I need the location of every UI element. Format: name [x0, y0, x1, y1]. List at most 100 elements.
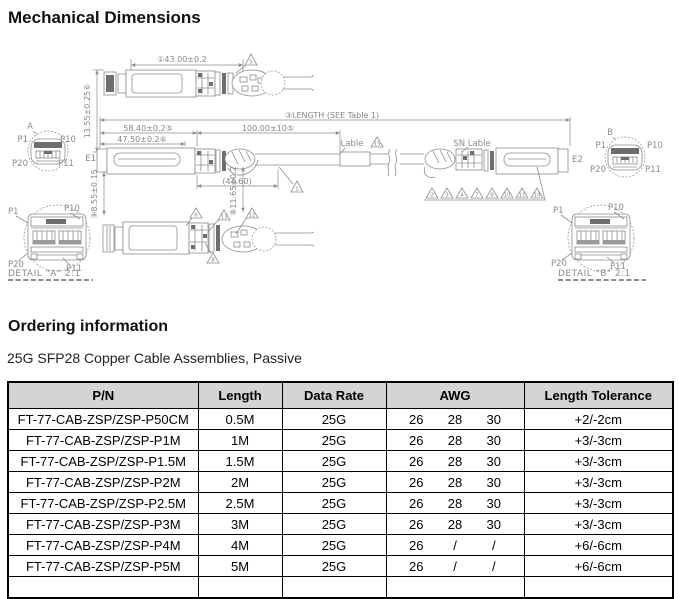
cell-tolerance: +3/-3cm: [523, 471, 674, 493]
cell-awg: 26 / /: [385, 534, 525, 556]
mechanical-drawing: ①43.00±0.2 5 13.55±0.25⑥: [8, 53, 663, 281]
dim-100: 100.00±10⑤: [242, 124, 294, 133]
table-row: [7, 576, 674, 599]
cell-tolerance: [523, 576, 674, 599]
awg-value: 28: [447, 432, 463, 448]
top-side-view: ①43.00±0.2 5 13.55±0.25⑥: [83, 53, 315, 153]
detail-a-large: P1 P10 P20 P11 DETAIL "A" 2:1: [8, 204, 93, 281]
callout-5: 5: [249, 60, 253, 66]
cell-length: 4M: [197, 534, 283, 556]
cell-length: 2.5M: [197, 492, 283, 514]
cell-awg: 26 28 30: [385, 408, 525, 430]
callout-15: 15: [374, 142, 381, 148]
cell-length: 5M: [197, 555, 283, 577]
dim-connector-width: ①43.00±0.2: [157, 55, 207, 64]
callout-1: 1: [295, 187, 299, 193]
cell-awg: 26 / /: [385, 555, 525, 577]
cell-pn: FT-77-CAB-ZSP/ZSP-P4M: [7, 534, 199, 556]
cell-length: 3M: [197, 513, 283, 535]
callout-12: 12: [249, 213, 256, 219]
pin-label-p11: P11: [66, 264, 82, 274]
cell-pn: FT-77-CAB-ZSP/ZSP-P2.5M: [7, 492, 199, 514]
dim-connector-height: 13.55±0.25⑥: [83, 84, 92, 139]
cell-tolerance: +3/-3cm: [523, 513, 674, 535]
pin-label-p1: P1: [8, 207, 19, 217]
awg-value: /: [453, 537, 457, 553]
pin-label-p10: P10: [64, 204, 80, 214]
awg-value: 26: [409, 453, 424, 469]
awg-value: 26: [409, 432, 424, 448]
table-header-row: P/N Length Data Rate AWG Length Toleranc…: [7, 381, 674, 409]
cell-pn: FT-77-CAB-ZSP/ZSP-P3M: [7, 513, 199, 535]
awg-value: 30: [486, 495, 501, 511]
cell-length: 1M: [197, 429, 283, 451]
awg-value: 26: [409, 537, 424, 553]
cell-awg: [385, 576, 525, 599]
cell-data-rate: 25G: [281, 534, 387, 556]
detail-a-small: A P1 P10 P20 P11: [12, 122, 76, 172]
cell-tolerance: +3/-3cm: [523, 450, 674, 472]
table-row: FT-77-CAB-ZSP/ZSP-P2.5M 2.5M 25G 26 28 30 …: [7, 492, 674, 514]
dim-1165: ⑧11.65±0.2: [229, 166, 238, 216]
label-cable: Lable: [341, 139, 364, 149]
awg-value: 28: [447, 474, 463, 490]
cell-awg: 26 28 30: [385, 450, 525, 472]
cell-tolerance: +3/-3cm: [523, 492, 674, 514]
detail-b-large: P1 P10 P20 P11 DETAIL "B" 2:1: [551, 203, 646, 281]
ordering-table: P/N Length Data Rate AWG Length Toleranc…: [7, 381, 674, 599]
col-header-awg: AWG: [385, 381, 525, 409]
pin-label-p20: P20: [8, 260, 24, 270]
pin-label-p1: P1: [553, 206, 564, 216]
detail-b-title: DETAIL "B" 2:1: [558, 269, 631, 279]
cell-tolerance: +6/-6cm: [523, 534, 674, 556]
cell-data-rate: 25G: [281, 492, 387, 514]
cell-pn: [7, 576, 199, 599]
pin-label-p11: P11: [645, 165, 661, 175]
cell-awg: 26 28 30: [385, 492, 525, 514]
table-row: FT-77-CAB-ZSP/ZSP-P2M 2M 25G 26 28 30 +3/-…: [7, 471, 674, 493]
awg-value: 28: [447, 495, 463, 511]
awg-value: 26: [409, 495, 424, 511]
callout-14: 14: [534, 193, 541, 199]
label-sn: SN Lable: [453, 139, 490, 149]
cell-pn: FT-77-CAB-ZSP/ZSP-P1M: [7, 429, 199, 451]
cell-length: 2M: [197, 471, 283, 493]
callout-row: 2 3 4 7 9 10 11 14: [424, 166, 546, 201]
callout-6: 6: [194, 213, 198, 219]
cell-awg: 26 28 30: [385, 513, 525, 535]
cell-tolerance: +2/-2cm: [523, 408, 674, 430]
pin-label-p10: P10: [608, 203, 624, 213]
bottom-top-view: 6 13 12 8: [102, 207, 315, 264]
cell-pn: FT-77-CAB-ZSP/ZSP-P50CM: [7, 408, 199, 430]
awg-value: 28: [447, 516, 463, 532]
cell-tolerance: +3/-3cm: [523, 429, 674, 451]
col-header-data-rate: Data Rate: [281, 381, 387, 409]
ordering-title: Ordering information: [8, 318, 168, 335]
label-e2: E2: [572, 155, 583, 165]
table-row: FT-77-CAB-ZSP/ZSP-P3M 3M 25G 26 28 30 +3/-…: [7, 513, 674, 535]
awg-value: 30: [486, 516, 501, 532]
table-row: FT-77-CAB-ZSP/ZSP-P1M 1M 25G 26 28 30 +3/-…: [7, 429, 674, 451]
awg-value: 26: [409, 558, 424, 574]
awg-value: 30: [486, 411, 501, 427]
callout-11: 11: [519, 193, 526, 199]
cell-data-rate: 25G: [281, 429, 387, 451]
awg-value: 28: [447, 453, 463, 469]
cell-pn: FT-77-CAB-ZSP/ZSP-P1.5M: [7, 450, 199, 472]
cell-data-rate: 25G: [281, 513, 387, 535]
pin-label-p10: P10: [647, 141, 663, 151]
callout-4: 4: [460, 193, 464, 199]
pin-label-p11: P11: [58, 159, 74, 169]
table-row: FT-77-CAB-ZSP/ZSP-P4M 4M 25G 26 / / +6/-6c…: [7, 534, 674, 556]
table-row: FT-77-CAB-ZSP/ZSP-P5M 5M 25G 26 / / +6/-6c…: [7, 555, 674, 577]
awg-value: /: [453, 558, 457, 574]
awg-value: 30: [486, 453, 501, 469]
callout-13: 13: [221, 215, 228, 221]
awg-value: /: [491, 558, 496, 574]
awg-value: 30: [486, 432, 501, 448]
pin-label-p1: P1: [595, 141, 606, 151]
callout-10: 10: [504, 193, 511, 199]
awg-value: 30: [486, 474, 501, 490]
cell-length: [197, 576, 283, 599]
dim-4750: 47.50±0.2⑥: [117, 135, 167, 144]
